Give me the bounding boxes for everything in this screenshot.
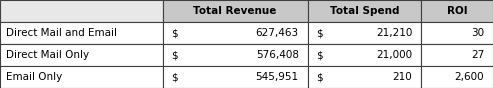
Text: $: $ [317,28,323,38]
Text: $: $ [172,50,178,60]
Text: $: $ [317,50,323,60]
Bar [308,66,421,88]
Text: 2,600: 2,600 [455,72,484,82]
Text: Email Only: Email Only [6,72,62,82]
Text: Direct Mail and Email: Direct Mail and Email [6,28,117,38]
Text: 21,000: 21,000 [376,50,412,60]
Text: $: $ [317,72,323,82]
Bar [0,22,163,44]
Bar [421,66,493,88]
Bar [421,44,493,66]
Bar [163,22,308,44]
Text: 30: 30 [471,28,484,38]
Text: 576,408: 576,408 [256,50,299,60]
Bar [163,0,308,22]
Text: 210: 210 [392,72,412,82]
Text: $: $ [172,28,178,38]
Bar [163,44,308,66]
Bar [0,44,163,66]
Bar [0,66,163,88]
Text: 545,951: 545,951 [256,72,299,82]
Bar [421,0,493,22]
Bar [308,0,421,22]
Text: 627,463: 627,463 [256,28,299,38]
Text: Direct Mail Only: Direct Mail Only [6,50,89,60]
Bar [421,22,493,44]
Bar [163,66,308,88]
Text: $: $ [172,72,178,82]
Text: 27: 27 [471,50,484,60]
Bar [308,44,421,66]
Text: Total Spend: Total Spend [330,6,399,16]
Text: ROI: ROI [447,6,467,16]
Bar [308,22,421,44]
Text: Total Revenue: Total Revenue [193,6,277,16]
Text: 21,210: 21,210 [376,28,412,38]
Bar [0,0,163,22]
